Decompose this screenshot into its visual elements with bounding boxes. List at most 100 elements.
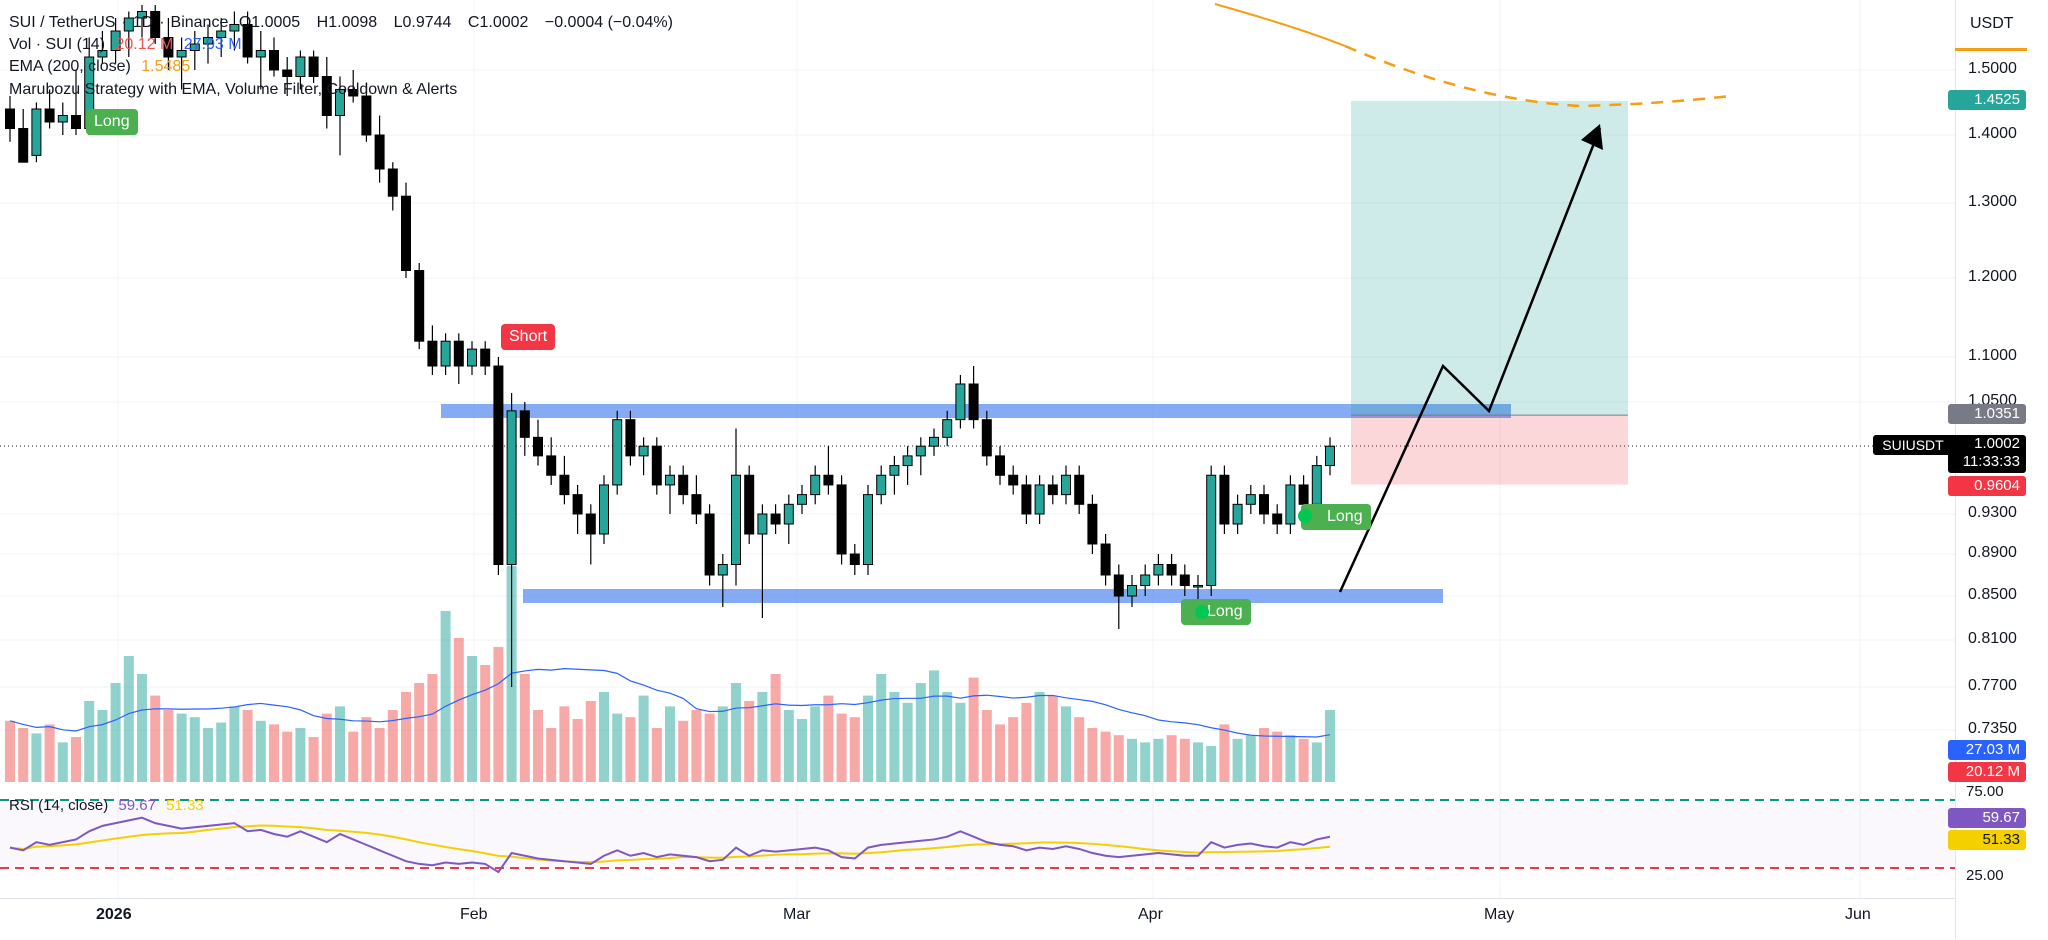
stop-loss-tag: 0.9604 xyxy=(1948,476,2026,496)
volume-bar xyxy=(255,720,266,782)
volume-bar xyxy=(863,695,873,782)
candle-body xyxy=(665,474,675,486)
candle-body xyxy=(1113,574,1124,597)
volume-bar xyxy=(1259,728,1269,782)
exchange: Binance xyxy=(170,14,229,31)
candle-body xyxy=(625,419,636,457)
candle-body xyxy=(1193,585,1203,588)
volume-bar xyxy=(216,722,227,782)
volume-bar xyxy=(71,737,81,782)
volume-bar xyxy=(678,720,689,782)
short-signal-label[interactable]: Short xyxy=(501,324,556,350)
volume-bar xyxy=(1113,735,1124,782)
volume-bar xyxy=(757,692,768,782)
candle-body xyxy=(519,410,530,438)
volume-ma-tag: 27.03 M xyxy=(1948,740,2026,760)
time-tick-jun: Jun xyxy=(1845,906,1871,923)
take-profit-tag: 1.4525 xyxy=(1948,90,2026,110)
candle-body xyxy=(1325,445,1335,467)
loss-zone xyxy=(1351,415,1628,485)
candle-body xyxy=(876,474,887,496)
volume-bar xyxy=(849,717,860,782)
symbol-tag: SUIUSDT xyxy=(1873,435,1953,455)
candle-body xyxy=(229,24,240,32)
candle-body xyxy=(1206,474,1217,587)
arrow-head-icon xyxy=(1581,124,1603,150)
candle-body xyxy=(269,50,279,71)
projection-arrow[interactable] xyxy=(1338,124,1603,593)
currency-label[interactable]: USDT xyxy=(1970,15,2014,32)
candle-body xyxy=(546,455,557,476)
candle-body xyxy=(1285,484,1296,525)
volume-bar xyxy=(625,717,636,782)
candle-body xyxy=(427,340,438,367)
candle-body xyxy=(5,108,15,129)
candle-body xyxy=(1311,465,1322,505)
candle-body xyxy=(559,474,570,496)
time-axis[interactable] xyxy=(0,898,1955,940)
volume-bar xyxy=(176,713,187,782)
volume-bar xyxy=(335,706,345,782)
rsi-legend[interactable]: RSI (14, close) 59.67 51.33 xyxy=(9,796,210,816)
candle-body xyxy=(797,494,807,505)
volume-ma-line xyxy=(9,667,1331,738)
candle-body xyxy=(1140,574,1151,586)
volume-bar xyxy=(823,695,834,782)
volume-bar xyxy=(1100,731,1111,782)
volume-bar xyxy=(1047,695,1058,782)
volume-bar xyxy=(1140,742,1151,782)
candle-body xyxy=(1179,574,1190,586)
volume-bar xyxy=(1034,692,1045,782)
candle-body xyxy=(968,383,979,421)
projection-path xyxy=(1338,127,1602,593)
volume-bar xyxy=(97,710,108,782)
ohlc-low: L0.9744 xyxy=(393,14,452,31)
volume-bar xyxy=(704,713,715,782)
candle-body xyxy=(440,340,451,367)
volume-bar xyxy=(374,728,385,782)
volume-legend[interactable]: Vol · SUI (14) 20.12 M 27.03 M xyxy=(9,35,248,55)
long-signal-label[interactable]: Long xyxy=(1301,504,1371,530)
volume-bars xyxy=(5,566,1335,782)
candle-body xyxy=(691,494,702,515)
volume-value: 20.12 M xyxy=(115,36,174,53)
rsi-ma-value: 51.33 xyxy=(166,797,204,814)
volume-bar xyxy=(1285,735,1296,782)
candle-body xyxy=(717,564,728,576)
strategy-legend[interactable]: Marubozu Strategy with EMA, Volume Filte… xyxy=(9,80,463,100)
long-position-tool[interactable] xyxy=(1351,100,1628,485)
volume-bar xyxy=(440,611,451,782)
symbol-title[interactable]: SUI / TetherUS xyxy=(9,14,116,31)
price-tick: 1.3000 xyxy=(1968,193,2017,210)
candle-body xyxy=(995,455,1005,476)
candle-body xyxy=(955,383,966,421)
volume-bar xyxy=(519,674,530,782)
volume-bar xyxy=(229,706,240,782)
long-signal-label[interactable]: Long xyxy=(1181,599,1251,625)
ema-legend[interactable]: EMA (200, close) 1.5485 xyxy=(9,57,196,77)
candle-body xyxy=(572,494,583,515)
volume-bar xyxy=(783,710,794,782)
candle-body xyxy=(1232,503,1243,525)
candle-body xyxy=(823,474,834,486)
volume-bar xyxy=(836,713,847,782)
candle-body xyxy=(1074,474,1085,505)
volume-bar xyxy=(731,683,741,782)
volume-bar xyxy=(810,706,821,782)
open-value: 1.0005 xyxy=(251,14,301,31)
volume-bar xyxy=(467,656,477,782)
candle-body xyxy=(1166,564,1177,576)
signal-dot-icon xyxy=(1195,605,1209,619)
volume-bar xyxy=(533,710,543,782)
price-tick: 1.4000 xyxy=(1968,125,2017,142)
candle-body xyxy=(110,30,121,51)
long-signal-label[interactable]: Long xyxy=(86,109,138,135)
candle-body xyxy=(97,50,108,58)
candle-body xyxy=(361,95,372,136)
volume-bar xyxy=(1087,728,1098,782)
volume-bar xyxy=(651,728,662,782)
volume-bar xyxy=(691,710,702,782)
volume-bar xyxy=(1298,738,1309,782)
volume-bar xyxy=(915,683,926,782)
